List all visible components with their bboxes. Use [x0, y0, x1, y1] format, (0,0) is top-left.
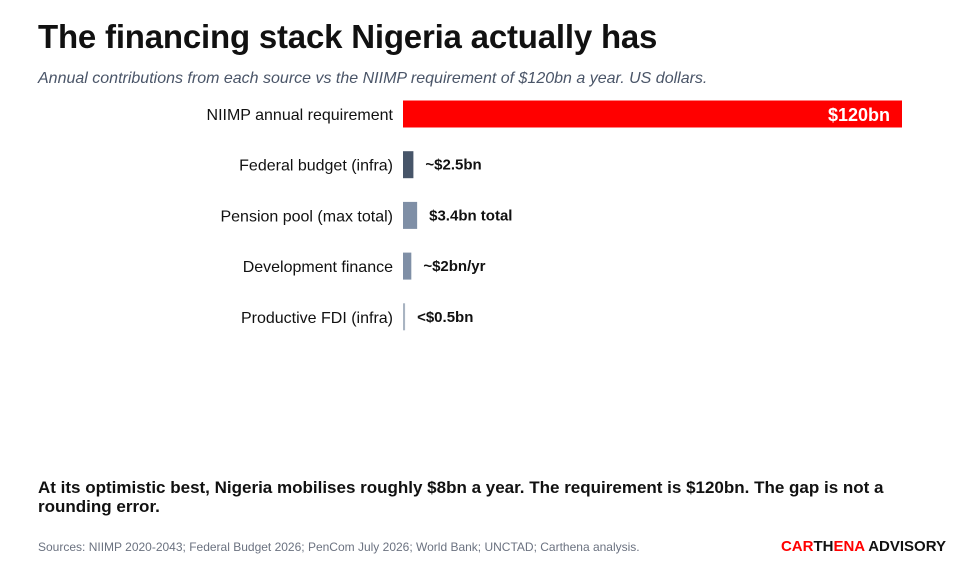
value-label: ~$2.5bn [425, 157, 481, 174]
value-label: $3.4bn total [429, 207, 512, 224]
category-label: Productive FDI (infra) [241, 310, 393, 327]
logo-part-car: CAR [780, 538, 814, 555]
category-label: Development finance [243, 259, 393, 276]
logo-part-advisory: ADVISORY [864, 538, 946, 555]
sources-note: Sources: NIIMP 2020-2043; Federal Budget… [38, 540, 640, 554]
brand-logo: CARTHENA ADVISORY [781, 538, 946, 555]
logo-part-th: TH [813, 538, 834, 555]
category-label: Pension pool (max total) [220, 208, 393, 225]
logo-part-ena: ENA [833, 538, 865, 555]
chart-title: The financing stack Nigeria actually has [38, 18, 658, 55]
bar [403, 201, 418, 229]
category-label: Federal budget (infra) [239, 158, 393, 175]
bar-chart: NIIMP annual requirement $120bn Federal bu… [207, 100, 902, 331]
bar [403, 151, 414, 179]
bar [403, 252, 412, 280]
value-label: $120bn [828, 105, 890, 125]
category-label: NIIMP annual requirement [207, 107, 394, 124]
bar [403, 303, 406, 331]
value-label: ~$2bn/yr [423, 258, 485, 275]
bar [403, 100, 902, 128]
conclusion-text: At its optimistic best, Nigeria mobilise… [38, 478, 884, 516]
chart-subtitle: Annual contributions from each source vs… [38, 70, 708, 87]
value-label: <$0.5bn [417, 309, 473, 326]
